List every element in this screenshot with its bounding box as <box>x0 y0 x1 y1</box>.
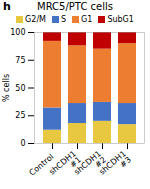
svg-text:50: 50 <box>15 84 25 93</box>
svg-text:75: 75 <box>15 56 25 65</box>
svg-text:% cells: % cells <box>2 74 11 102</box>
svg-text:0: 0 <box>20 139 25 148</box>
svg-text:shCDH1#3: shCDH1#3 <box>97 149 133 183</box>
svg-text:25: 25 <box>15 111 25 120</box>
svg-text:100: 100 <box>10 28 25 37</box>
